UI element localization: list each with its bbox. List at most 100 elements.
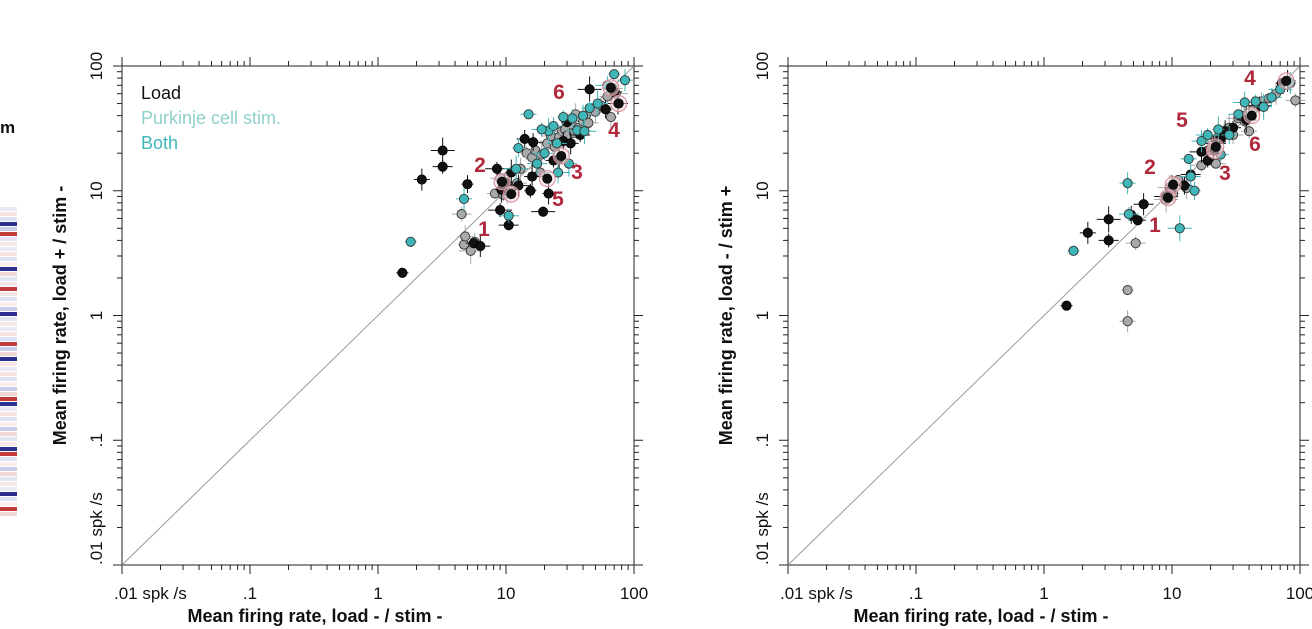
x-axis-title: Mean firing rate, load - / stim - bbox=[853, 606, 1108, 626]
data-point-both bbox=[405, 236, 416, 247]
legend-purkinje: Purkinje cell stim. bbox=[141, 108, 281, 128]
data-point-purkinje bbox=[1244, 126, 1255, 137]
data-point-load bbox=[1202, 155, 1213, 166]
heatmap-row bbox=[0, 257, 17, 261]
data-point-load bbox=[1082, 227, 1093, 238]
highlight-point bbox=[1162, 192, 1173, 203]
data-point-both bbox=[552, 167, 564, 178]
data-point-both bbox=[1123, 209, 1134, 220]
highlight-point bbox=[1281, 75, 1292, 86]
heatmap-row bbox=[0, 507, 17, 511]
heatmap-row bbox=[0, 392, 17, 396]
scatter-panel-load: .01 spk /s .1 1 10 100 .01 spk /s .1 1 10 100 Mean… bbox=[50, 52, 648, 626]
data-point-load bbox=[527, 171, 538, 182]
data-point-both bbox=[578, 110, 589, 121]
heatmap-row bbox=[0, 327, 17, 331]
heatmap-row bbox=[0, 437, 17, 441]
data-point-both bbox=[458, 193, 470, 204]
heatmap-row bbox=[0, 382, 17, 386]
data-point-both bbox=[1224, 129, 1235, 141]
data-point-load bbox=[600, 104, 611, 115]
heatmap-row bbox=[0, 502, 17, 506]
heatmap-row bbox=[0, 487, 17, 491]
heatmap-row bbox=[0, 272, 17, 276]
heatmap-row bbox=[0, 292, 17, 296]
data-point-both bbox=[503, 210, 514, 221]
heatmap-row bbox=[0, 337, 17, 341]
highlight-point bbox=[613, 98, 624, 109]
heatmap-row bbox=[0, 467, 17, 471]
data-point-load bbox=[491, 163, 503, 174]
y-tick-label: 10 bbox=[87, 181, 106, 200]
heatmap-row bbox=[0, 277, 17, 281]
heatmap-row bbox=[0, 252, 17, 256]
y-axis-title: Mean firing rate, load - / stim + bbox=[716, 186, 736, 446]
data-point-both bbox=[1068, 245, 1079, 256]
heatmap-row bbox=[0, 232, 17, 236]
data-point-load bbox=[519, 133, 530, 145]
heatmap-row bbox=[0, 442, 17, 446]
data-point-load bbox=[1103, 235, 1114, 246]
heatmap-row bbox=[0, 402, 17, 406]
heatmap-row bbox=[0, 212, 17, 216]
data-point-both bbox=[536, 124, 547, 135]
heatmap-row bbox=[0, 302, 17, 306]
heatmap-row bbox=[0, 457, 17, 461]
case-label-4: 4 bbox=[1244, 67, 1256, 90]
highlight-point bbox=[605, 82, 616, 93]
data-point-both bbox=[511, 163, 522, 174]
case-label-1: 1 bbox=[1149, 214, 1161, 237]
case-label-3: 3 bbox=[1219, 162, 1231, 185]
heatmap-row bbox=[0, 447, 17, 451]
heatmap-row bbox=[0, 462, 17, 466]
data-point-both bbox=[1183, 153, 1194, 164]
data-point-load bbox=[565, 138, 576, 149]
heatmap-row bbox=[0, 397, 17, 401]
data-point-both bbox=[1250, 96, 1261, 107]
highlight-point bbox=[556, 150, 567, 161]
heatmap-row bbox=[0, 237, 17, 241]
data-point-both bbox=[523, 109, 534, 120]
heatmap-row bbox=[0, 367, 17, 371]
y-tick-label: .01 spk /s bbox=[87, 492, 106, 565]
x-tick-label: 100 bbox=[1286, 584, 1312, 603]
data-point-load bbox=[462, 179, 473, 190]
data-point-both bbox=[619, 75, 631, 86]
y-tick-label: 10 bbox=[753, 181, 772, 200]
case-label-1: 1 bbox=[478, 218, 490, 241]
heatmap-row bbox=[0, 427, 17, 431]
data-point-both bbox=[1185, 171, 1196, 182]
data-point-both bbox=[558, 111, 569, 123]
data-point-load bbox=[584, 84, 595, 95]
y-tick-label: .1 bbox=[753, 433, 772, 447]
data-point-load bbox=[543, 188, 554, 199]
data-point-both bbox=[1239, 97, 1250, 108]
heatmap-row bbox=[0, 452, 17, 456]
highlight-point bbox=[1210, 141, 1221, 152]
data-point-load bbox=[1061, 300, 1072, 311]
data-point-both bbox=[548, 121, 559, 132]
data-point-both bbox=[592, 98, 603, 109]
heatmap-row bbox=[0, 267, 17, 271]
heatmap-row bbox=[0, 222, 17, 226]
data-point-both bbox=[539, 148, 550, 159]
data-point-both bbox=[513, 142, 524, 154]
data-point-both bbox=[1196, 136, 1207, 147]
case-label-4: 4 bbox=[608, 119, 620, 142]
data-point-load bbox=[397, 267, 408, 278]
x-tick-label: 10 bbox=[497, 584, 516, 603]
x-tick-label: .01 spk /s bbox=[780, 584, 853, 603]
heatmap-row bbox=[0, 342, 17, 346]
legend-both: Both bbox=[141, 133, 178, 153]
heatmap-row bbox=[0, 227, 17, 231]
highlight-point bbox=[1246, 110, 1257, 121]
x-tick-label: 100 bbox=[620, 584, 648, 603]
highlight-point bbox=[1168, 179, 1179, 190]
highlight-point bbox=[506, 189, 517, 200]
heatmap-row bbox=[0, 492, 17, 496]
data-point-both bbox=[1122, 178, 1133, 189]
data-point-both bbox=[567, 113, 578, 124]
scatter-panel-stim: .01 spk /s .1 1 10 100 .01 spk /s .1 1 10 100 Mean… bbox=[716, 52, 1312, 626]
heatmap-row bbox=[0, 332, 17, 336]
heatmap-row bbox=[0, 347, 17, 351]
